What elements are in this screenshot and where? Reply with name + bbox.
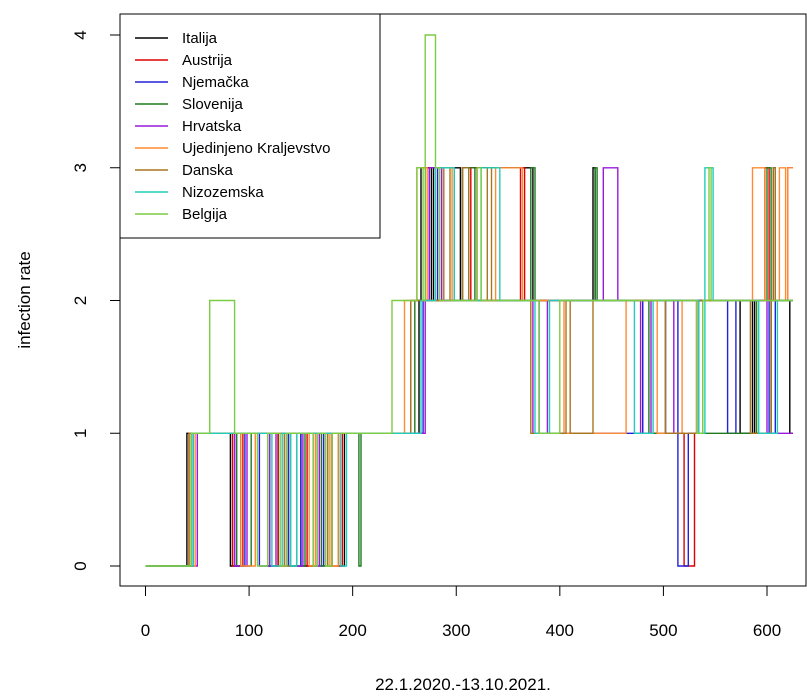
legend-label: Danska xyxy=(182,162,234,179)
x-tick-label: 600 xyxy=(753,621,781,640)
x-axis: 0 100 200 300 400 500 600 xyxy=(141,585,781,640)
y-tick-label: 4 xyxy=(71,30,90,39)
x-axis-label: 22.1.2020.-13.10.2021. xyxy=(375,675,551,694)
legend-label: Hrvatska xyxy=(182,118,242,135)
x-tick-label: 100 xyxy=(235,621,263,640)
y-tick-label: 0 xyxy=(71,561,90,570)
y-tick-label: 1 xyxy=(71,429,90,438)
legend-label: Belgija xyxy=(182,206,228,223)
series-group xyxy=(145,34,793,567)
legend-label: Nizozemska xyxy=(182,184,264,201)
x-tick-label: 400 xyxy=(546,621,574,640)
x-tick-label: 300 xyxy=(442,621,470,640)
y-tick-label: 3 xyxy=(71,163,90,172)
x-tick-label: 200 xyxy=(338,621,366,640)
legend: Italija Austrija Njemačka Slovenija Hrvatska… xyxy=(119,13,381,239)
legend-label: Austrija xyxy=(182,52,233,69)
y-axis: 0 1 2 3 4 xyxy=(71,30,121,571)
y-tick-label: 2 xyxy=(71,296,90,305)
x-tick-label: 500 xyxy=(649,621,677,640)
y-axis-label: infection rate xyxy=(15,251,34,348)
legend-label: Njemačka xyxy=(182,74,249,91)
legend-label: Ujedinjeno Kraljevstvo xyxy=(182,140,330,157)
legend-label: Italija xyxy=(182,30,218,47)
series-line-8 xyxy=(145,34,793,567)
legend-label: Slovenija xyxy=(182,96,244,113)
x-tick-label: 0 xyxy=(141,621,150,640)
